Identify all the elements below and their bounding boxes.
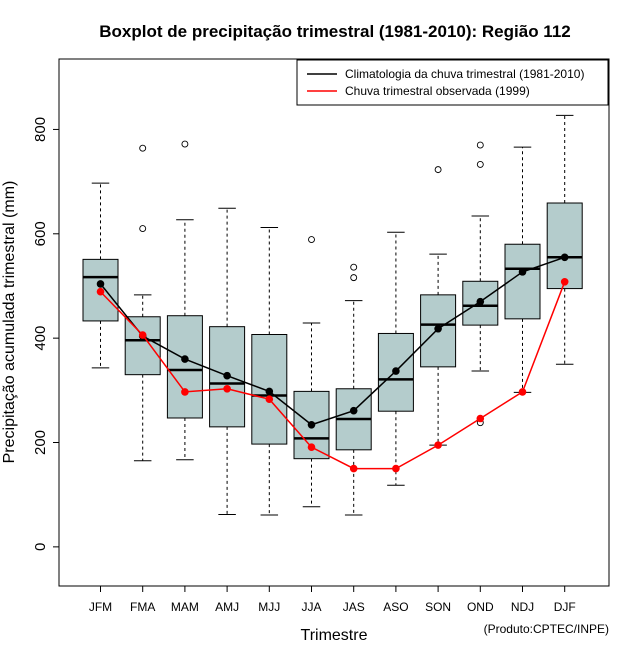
legend: Climatologia da chuva trimestral (1981-2… xyxy=(296,59,609,106)
x-tick-label-son: SON xyxy=(425,600,451,614)
x-axis: JFM FMA MAM AMJ MJJ JJA JAS ASO SON OND NDJ DJF xyxy=(89,586,576,614)
x-tick-label-ndj: NDJ xyxy=(511,600,534,614)
series-point-observed xyxy=(138,331,147,339)
box-jja xyxy=(293,236,330,508)
outlier-point xyxy=(476,141,484,149)
box-amj xyxy=(209,207,246,516)
x-tick-label-jja: JJA xyxy=(301,600,321,614)
series-point-observed xyxy=(518,388,527,396)
series-point-climatology xyxy=(265,387,274,396)
outlier-point xyxy=(139,225,147,233)
outlier-point xyxy=(476,160,484,168)
series-point-climatology xyxy=(434,324,442,333)
y-axis-title: Precipitação acumulada trimestral (mm) xyxy=(1,181,18,464)
y-tick-label: 400 xyxy=(32,326,49,351)
series-point-climatology xyxy=(223,371,231,380)
series-line-observed xyxy=(99,281,566,470)
series-point-observed xyxy=(96,287,105,296)
outlier-point xyxy=(350,274,358,282)
credit-text: (Produto:CPTEC/INPE) xyxy=(484,622,609,636)
box-jas xyxy=(335,263,372,516)
outlier-point xyxy=(181,140,189,148)
series-lines xyxy=(96,253,569,473)
series-point-climatology xyxy=(349,406,358,415)
series-point-observed xyxy=(349,464,358,473)
box-mam xyxy=(166,140,203,461)
x-tick-label-amj: AMJ xyxy=(215,600,239,614)
plot-frame xyxy=(58,58,610,587)
outlier-point xyxy=(434,166,442,174)
series-point-observed xyxy=(392,464,400,473)
y-tick-label: 600 xyxy=(32,221,49,246)
series-point-climatology xyxy=(392,367,400,375)
box-body xyxy=(546,202,583,290)
series-point-observed xyxy=(181,388,189,396)
x-axis-title: Trimestre xyxy=(301,627,368,644)
series-point-climatology xyxy=(560,253,569,262)
x-tick-label-mam: MAM xyxy=(171,600,199,614)
y-tick-label: 200 xyxy=(32,430,49,455)
legend-box xyxy=(296,59,609,106)
box-body xyxy=(504,243,541,320)
series-line-climatology xyxy=(99,256,565,426)
x-tick-label-fma: FMA xyxy=(130,600,155,614)
box-mjj xyxy=(251,227,288,516)
box-jfm xyxy=(82,182,119,369)
series-point-observed xyxy=(265,395,274,404)
series-point-observed xyxy=(307,443,316,452)
boxes-group xyxy=(82,114,583,516)
x-tick-label-jfm: JFM xyxy=(89,600,112,614)
x-tick-label-mjj: MJJ xyxy=(258,600,280,614)
series-point-observed xyxy=(223,384,231,393)
y-tick-label: 800 xyxy=(32,117,49,142)
series-point-climatology xyxy=(96,280,105,288)
box-djf xyxy=(546,114,583,365)
outlier-point xyxy=(350,263,358,271)
outlier-point xyxy=(139,144,147,152)
series-point-climatology xyxy=(518,268,527,276)
legend-label-observed: Chuva trimestral observada (1999) xyxy=(345,84,530,98)
box-fma xyxy=(124,144,161,462)
legend-label-climatology: Climatologia da chuva trimestral (1981-2… xyxy=(345,67,584,81)
y-axis: 0 200 400 600 800 xyxy=(32,117,59,551)
box-body xyxy=(124,316,161,376)
series-point-observed xyxy=(434,441,442,449)
x-tick-label-jas: JAS xyxy=(343,600,365,614)
series-point-observed xyxy=(476,414,485,423)
series-point-observed xyxy=(560,278,569,286)
outlier-point xyxy=(308,236,315,243)
series-point-climatology xyxy=(181,355,189,363)
chart-title: Boxplot de precipitação trimestral (1981… xyxy=(99,22,570,41)
x-tick-label-aso: ASO xyxy=(383,600,408,614)
box-ond xyxy=(462,141,499,427)
x-tick-label-ond: OND xyxy=(467,600,494,614)
series-point-climatology xyxy=(307,420,316,429)
series-point-climatology xyxy=(476,297,485,306)
box-son xyxy=(420,166,457,446)
box-body xyxy=(166,315,203,419)
x-tick-label-djf: DJF xyxy=(554,600,576,614)
y-tick-label: 0 xyxy=(32,543,49,551)
